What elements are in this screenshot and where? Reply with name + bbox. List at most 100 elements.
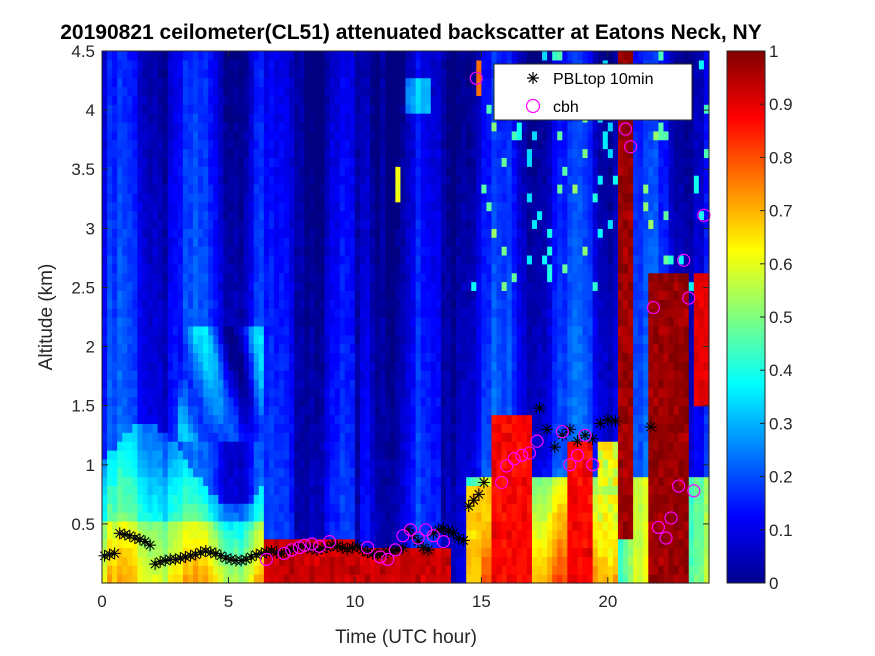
heatmap-cell <box>117 192 123 203</box>
heatmap-cell <box>102 494 108 504</box>
heatmap-cell <box>395 414 402 424</box>
heatmap-cell <box>476 308 482 318</box>
heatmap-cell <box>127 130 133 141</box>
heatmap-cell <box>193 121 199 132</box>
heatmap-cell <box>107 308 113 318</box>
heatmap-cell <box>157 414 164 424</box>
heatmap-cell <box>334 361 341 371</box>
heatmap-cell <box>354 520 361 531</box>
heatmap-cell <box>395 51 402 61</box>
heatmap-cell <box>258 77 265 88</box>
heatmap-cell <box>253 148 260 158</box>
heatmap-cell <box>415 432 422 442</box>
heatmap-cell <box>425 352 432 362</box>
heatmap-cell <box>177 317 184 327</box>
heatmap-cell <box>102 228 108 238</box>
heatmap <box>102 51 710 584</box>
heatmap-cell <box>112 574 118 584</box>
heatmap-cell <box>289 370 295 380</box>
heatmap-cell <box>481 290 488 300</box>
heatmap-cell <box>243 246 250 256</box>
heatmap-cell <box>319 228 326 238</box>
heatmap-cell <box>476 113 482 123</box>
heatmap-cell <box>456 343 462 354</box>
heatmap-cell <box>294 246 300 256</box>
heatmap-cell <box>279 361 285 371</box>
heatmap-cell <box>435 113 442 123</box>
heatmap-cell <box>233 113 240 123</box>
heatmap-cell <box>430 317 437 327</box>
heatmap-cell <box>137 254 144 265</box>
heatmap-cell <box>380 219 386 229</box>
heatmap-cell <box>324 104 331 114</box>
heatmap-cell <box>329 494 336 504</box>
heatmap-cell <box>349 423 356 433</box>
heatmap-cell <box>299 467 305 478</box>
heatmap-cell <box>486 432 493 442</box>
heatmap-cell <box>117 379 123 389</box>
heatmap-cell <box>152 476 159 487</box>
heatmap-cell <box>430 86 437 96</box>
heatmap-cell <box>117 520 123 531</box>
heatmap-cell <box>122 192 128 203</box>
heatmap-cell <box>187 192 194 203</box>
heatmap-cell <box>430 237 437 247</box>
heatmap-cell <box>365 512 371 522</box>
heatmap-cell <box>466 538 472 549</box>
heatmap-cell <box>496 512 503 522</box>
heatmap-cell <box>294 237 300 247</box>
heatmap-cell <box>193 51 199 61</box>
heatmap-cell <box>294 423 300 433</box>
heatmap-cell <box>268 68 275 79</box>
heatmap-cell <box>420 104 427 114</box>
heatmap-cell <box>127 139 133 150</box>
heatmap-cell <box>142 263 149 274</box>
heatmap-cell <box>365 414 371 424</box>
heatmap-cell <box>177 237 184 247</box>
heatmap-cell <box>430 299 437 309</box>
heatmap-cell <box>258 157 265 167</box>
heatmap-cell <box>375 387 381 398</box>
heatmap-cell <box>223 396 230 407</box>
heatmap-cell <box>506 547 513 557</box>
heatmap-cell <box>279 139 285 150</box>
heatmap-cell <box>385 254 391 265</box>
heatmap-cell <box>435 263 442 274</box>
heatmap-cell <box>390 237 396 247</box>
heatmap-cell <box>304 387 310 398</box>
heatmap-cell <box>258 113 265 123</box>
heatmap-cell <box>162 423 169 433</box>
heatmap-cell <box>233 68 240 79</box>
heatmap-cell <box>491 379 498 389</box>
heatmap-cell <box>435 574 442 584</box>
heatmap-cell <box>466 476 472 487</box>
heatmap-cell <box>198 272 204 283</box>
heatmap-cell <box>182 529 189 540</box>
heatmap-cell <box>496 175 503 185</box>
heatmap-cell <box>349 450 356 460</box>
heatmap-cell <box>233 379 240 389</box>
heatmap-cell <box>208 458 214 469</box>
heatmap-cell <box>521 485 528 495</box>
heatmap-cell <box>157 281 164 291</box>
heatmap-cell <box>430 352 437 362</box>
heatmap-cell <box>481 104 488 114</box>
heatmap-cell <box>157 476 164 487</box>
heatmap-cell <box>471 254 477 265</box>
heatmap-cell <box>511 503 518 513</box>
heatmap-cell <box>516 254 523 265</box>
heatmap-cell <box>203 246 209 256</box>
heatmap-cell <box>501 254 508 265</box>
heatmap-cell <box>243 166 250 176</box>
heatmap-cell <box>309 263 316 274</box>
heatmap-cell <box>354 476 361 487</box>
heatmap-cell <box>430 228 437 238</box>
heatmap-cell <box>445 59 452 70</box>
heatmap-cell <box>440 423 447 433</box>
heatmap-cell <box>258 529 265 540</box>
heatmap-cell <box>451 485 457 495</box>
heatmap-cell <box>268 51 275 61</box>
heatmap-cell <box>491 467 498 478</box>
heatmap-cell <box>117 538 123 549</box>
heatmap-cell <box>334 192 341 203</box>
